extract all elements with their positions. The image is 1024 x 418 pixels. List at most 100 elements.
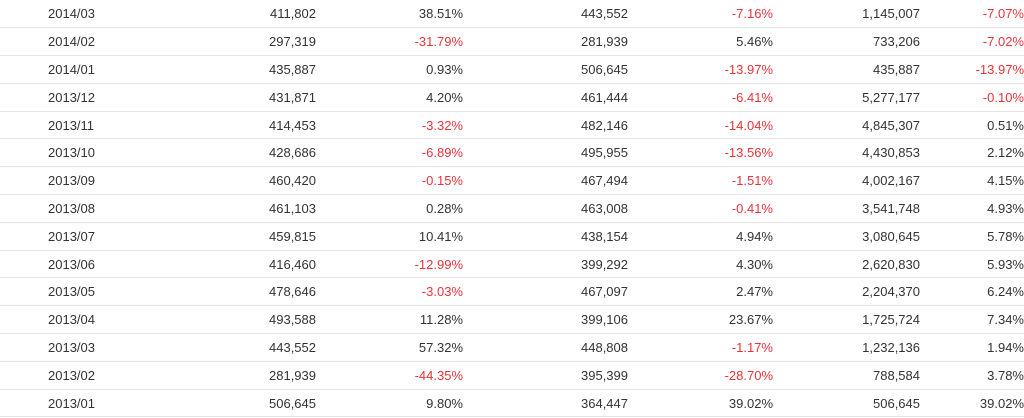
- percent-cell-1: -44.35%: [316, 361, 463, 390]
- value-cell-2: 364,447: [463, 389, 628, 418]
- value-cell-2: 399,106: [463, 305, 628, 335]
- table-row: 2013/07 459,815 10.41% 438,154 4.94% 3,080,64…: [0, 222, 1024, 251]
- percent-cell-2: -1.51%: [628, 166, 773, 196]
- month-cell: 2014/02: [0, 27, 158, 57]
- percent-cell-1: 11.28%: [316, 305, 463, 335]
- percent-cell-1: -12.99%: [316, 250, 463, 279]
- percent-cell-1: -3.03%: [316, 277, 463, 307]
- value-cell-1: 478,646: [158, 277, 316, 307]
- percent-cell-2: -6.41%: [628, 83, 773, 112]
- percent-cell-3: -7.02%: [920, 27, 1024, 57]
- value-cell-2: 448,808: [463, 333, 628, 362]
- table-row: 2014/02 297,319 -31.79% 281,939 5.46% 733,206…: [0, 27, 1024, 57]
- value-cell-2: 495,955: [463, 138, 628, 168]
- month-cell: 2014/03: [0, 0, 158, 29]
- month-cell: 2013/02: [0, 361, 158, 390]
- table-row: 2013/02 281,939 -44.35% 395,399 -28.70% 788,5…: [0, 361, 1024, 390]
- table-row: 2013/06 416,460 -12.99% 399,292 4.30% 2,620,8…: [0, 250, 1024, 279]
- value-cell-2: 443,552: [463, 0, 628, 29]
- percent-cell-1: 9.80%: [316, 389, 463, 418]
- table-row: 2013/11 414,453 -3.32% 482,146 -14.04% 4,845,…: [0, 111, 1024, 140]
- percent-cell-2: 23.67%: [628, 305, 773, 335]
- table-row: 2013/10 428,686 -6.89% 495,955 -13.56% 4,430,…: [0, 138, 1024, 168]
- percent-cell-2: -7.16%: [628, 0, 773, 29]
- table-row: 2013/03 443,552 57.32% 448,808 -1.17% 1,232,1…: [0, 333, 1024, 362]
- percent-cell-3: 4.15%: [920, 166, 1024, 196]
- percent-cell-1: -0.15%: [316, 166, 463, 196]
- value-cell-3: 4,430,853: [773, 138, 920, 168]
- month-cell: 2013/11: [0, 111, 158, 140]
- value-cell-1: 281,939: [158, 361, 316, 390]
- value-cell-1: 443,552: [158, 333, 316, 362]
- table-row: 2013/09 460,420 -0.15% 467,494 -1.51% 4,002,1…: [0, 166, 1024, 196]
- value-cell-1: 435,887: [158, 55, 316, 84]
- month-cell: 2013/09: [0, 166, 158, 196]
- value-cell-1: 461,103: [158, 194, 316, 223]
- percent-cell-3: 5.78%: [920, 222, 1024, 251]
- value-cell-3: 1,725,724: [773, 305, 920, 335]
- value-cell-1: 297,319: [158, 27, 316, 57]
- value-cell-1: 411,802: [158, 0, 316, 29]
- value-cell-2: 461,444: [463, 83, 628, 112]
- percent-cell-2: -28.70%: [628, 361, 773, 390]
- table-row: 2013/04 493,588 11.28% 399,106 23.67% 1,725,7…: [0, 305, 1024, 335]
- value-cell-3: 1,145,007: [773, 0, 920, 29]
- percent-cell-3: 4.93%: [920, 194, 1024, 223]
- percent-cell-1: 4.20%: [316, 83, 463, 112]
- table-row: 2013/08 461,103 0.28% 463,008 -0.41% 3,541,74…: [0, 194, 1024, 223]
- value-cell-2: 281,939: [463, 27, 628, 57]
- percent-cell-3: 1.94%: [920, 333, 1024, 362]
- percent-cell-1: 0.93%: [316, 55, 463, 84]
- value-cell-3: 733,206: [773, 27, 920, 57]
- value-cell-3: 788,584: [773, 361, 920, 390]
- value-cell-2: 506,645: [463, 55, 628, 84]
- percent-cell-3: 0.51%: [920, 111, 1024, 140]
- percent-cell-1: 10.41%: [316, 222, 463, 251]
- percent-cell-3: -13.97%: [920, 55, 1024, 84]
- month-cell: 2013/10: [0, 138, 158, 168]
- percent-cell-3: 2.12%: [920, 138, 1024, 168]
- table-row: 2013/05 478,646 -3.03% 467,097 2.47% 2,204,37…: [0, 277, 1024, 307]
- percent-cell-3: 7.34%: [920, 305, 1024, 335]
- month-cell: 2014/01: [0, 55, 158, 84]
- value-cell-3: 4,845,307: [773, 111, 920, 140]
- month-cell: 2013/07: [0, 222, 158, 251]
- value-cell-1: 460,420: [158, 166, 316, 196]
- value-cell-3: 1,232,136: [773, 333, 920, 362]
- percent-cell-3: -0.10%: [920, 83, 1024, 112]
- percent-cell-1: 57.32%: [316, 333, 463, 362]
- percent-cell-3: 5.93%: [920, 250, 1024, 279]
- value-cell-3: 506,645: [773, 389, 920, 418]
- percent-cell-2: 2.47%: [628, 277, 773, 307]
- percent-cell-2: 4.94%: [628, 222, 773, 251]
- table-row: 2013/12 431,871 4.20% 461,444 -6.41% 5,277,17…: [0, 83, 1024, 112]
- value-cell-1: 416,460: [158, 250, 316, 279]
- percent-cell-2: -13.56%: [628, 138, 773, 168]
- value-cell-1: 431,871: [158, 83, 316, 112]
- percent-cell-2: -1.17%: [628, 333, 773, 362]
- value-cell-2: 395,399: [463, 361, 628, 390]
- percent-cell-3: 39.02%: [920, 389, 1024, 418]
- percent-cell-1: 0.28%: [316, 194, 463, 223]
- value-cell-1: 414,453: [158, 111, 316, 140]
- percent-cell-1: -3.32%: [316, 111, 463, 140]
- value-cell-3: 3,541,748: [773, 194, 920, 223]
- value-cell-2: 467,494: [463, 166, 628, 196]
- percent-cell-2: -0.41%: [628, 194, 773, 223]
- month-cell: 2013/06: [0, 250, 158, 279]
- month-cell: 2013/03: [0, 333, 158, 362]
- percent-cell-2: 5.46%: [628, 27, 773, 57]
- percent-cell-1: -6.89%: [316, 138, 463, 168]
- percent-cell-1: 38.51%: [316, 0, 463, 29]
- value-cell-2: 467,097: [463, 277, 628, 307]
- percent-cell-3: -7.07%: [920, 0, 1024, 29]
- value-cell-2: 438,154: [463, 222, 628, 251]
- value-cell-3: 2,620,830: [773, 250, 920, 279]
- month-cell: 2013/08: [0, 194, 158, 223]
- value-cell-3: 3,080,645: [773, 222, 920, 251]
- value-cell-2: 463,008: [463, 194, 628, 223]
- percent-cell-2: -14.04%: [628, 111, 773, 140]
- percent-cell-2: -13.97%: [628, 55, 773, 84]
